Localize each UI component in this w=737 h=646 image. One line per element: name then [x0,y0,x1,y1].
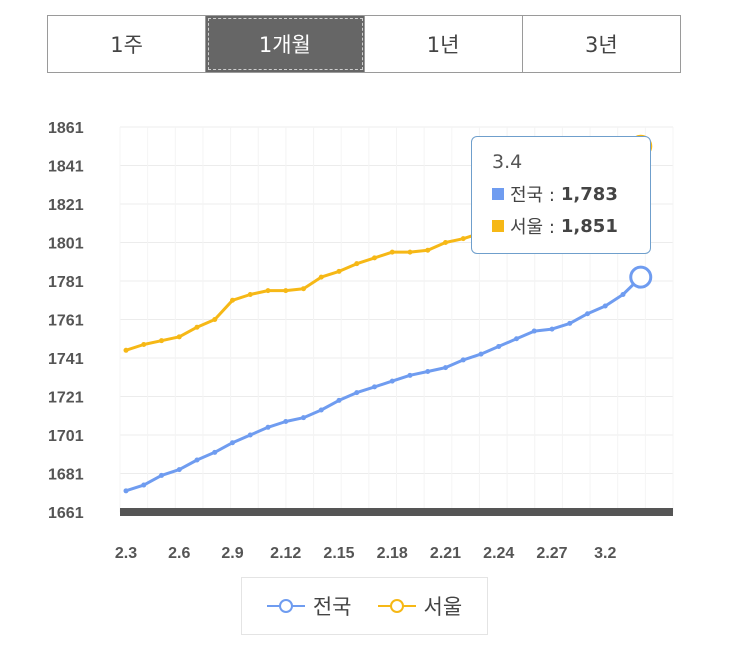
data-point-national [531,328,537,334]
tooltip: 3.4 전국 : 1,783 서울 : 1,851 [471,136,651,254]
data-point-national [176,467,182,473]
data-point-national [389,378,395,384]
data-point-national [336,397,342,403]
tooltip-date: 3.4 [492,151,523,173]
legend-label-national: 전국 [312,595,352,619]
data-point-seoul [389,249,395,255]
x-tick-label: 2.9 [221,545,243,562]
y-tick-label: 1801 [48,236,84,253]
seoul-swatch [492,220,504,232]
x-tick-label: 2.15 [323,545,354,562]
y-tick-label: 1781 [48,274,84,291]
x-tick-label: 2.12 [270,545,301,562]
data-point-national [265,424,271,430]
data-point-national [301,415,306,421]
data-point-seoul [176,334,182,340]
y-tick-label: 1861 [48,120,84,137]
data-point-seoul [460,236,466,242]
y-tick-label: 1661 [48,505,84,522]
data-point-seoul [407,249,413,255]
data-point-national [318,407,324,413]
data-point-national [407,372,413,378]
data-point-seoul [159,338,164,344]
period-tabs: 1주 1개월 1년 3년 [47,15,681,73]
data-point-seoul [247,291,253,297]
data-point-national [283,419,289,425]
data-point-national [212,449,218,455]
x-tick-label: 2.6 [168,545,190,562]
data-point-national [567,320,573,326]
data-point-seoul [425,247,431,253]
tooltip-value-seoul: 1,851 [560,215,618,237]
data-point-national [549,326,555,332]
national-swatch [492,188,504,200]
data-point-seoul [141,342,147,348]
tooltip-row-national: 전국 : 1,783 [492,181,650,207]
data-point-national [194,457,200,463]
y-tick-label: 1821 [48,197,84,214]
x-tick-label: 2.18 [377,545,408,562]
data-point-national [460,357,466,363]
y-axis-ticks: 1661 1681 1701 1721 1741 1761 1781 1801 1821 1841… [48,120,84,522]
data-point-national [443,365,448,371]
tooltip-row-seoul: 서울 : 1,851 [492,213,650,239]
data-point-national [230,440,235,446]
tab-1-year[interactable]: 1년 [365,16,523,72]
tooltip-label-national: 전국 : [510,185,555,206]
tab-1-week[interactable]: 1주 [48,16,207,72]
data-point-seoul [283,288,289,294]
data-point-national [354,390,360,396]
y-tick-label: 1741 [48,351,84,368]
data-point-seoul [265,288,271,294]
data-point-national [602,303,608,309]
data-point-national [496,343,502,349]
data-point-seoul [194,324,200,330]
tooltip-label-seoul: 서울 : [510,217,555,238]
x-tick-label: 2.24 [483,545,514,562]
tab-3-years[interactable]: 3년 [585,33,618,57]
data-point-national [159,472,164,478]
x-tick-label: 2.21 [430,545,461,562]
series-line-national [124,275,643,493]
data-point-highlight-national [629,265,653,289]
x-tick-label: 2.27 [536,545,567,562]
legend-label-seoul: 서울 [423,595,463,619]
data-point-national [141,482,147,488]
data-point-national [514,336,519,342]
data-point-seoul [318,274,324,280]
tooltip-value-national: 1,783 [560,183,618,205]
data-point-national [123,488,129,494]
data-point-seoul [372,255,377,261]
y-tick-label: 1681 [48,467,84,484]
data-point-seoul [123,347,129,353]
data-point-national [585,311,590,317]
data-point-seoul [212,317,218,322]
data-point-seoul [354,261,360,267]
line-circle-icon [377,599,416,613]
data-point-national [425,368,431,374]
data-point-national [372,384,377,390]
x-axis-ticks: 2.3 2.6 2.9 2.12 2.15 2.18 2.21 2.24 2.27 3.2 [115,545,617,562]
data-point-seoul [301,286,306,292]
y-tick-label: 1761 [48,313,84,330]
data-point-national [620,291,626,297]
x-tick-label: 3.2 [594,545,616,562]
y-tick-label: 1701 [48,428,84,445]
data-point-national [478,351,484,357]
tab-1-month[interactable]: 1개월 [206,16,365,72]
y-tick-label: 1721 [48,390,84,407]
data-point-seoul [230,297,235,303]
grid-lines [119,126,674,516]
legend-item-national[interactable]: 전국 [266,591,352,621]
y-tick-label: 1841 [48,159,84,176]
legend-item-seoul[interactable]: 서울 [377,591,463,621]
line-circle-icon [266,599,305,613]
data-point-seoul [443,240,448,245]
data-point-national [247,432,253,438]
chart-legend: 전국 서울 [241,577,488,635]
data-point-seoul [336,268,342,274]
x-axis-baseline [120,508,673,516]
x-tick-label: 2.3 [115,545,137,562]
